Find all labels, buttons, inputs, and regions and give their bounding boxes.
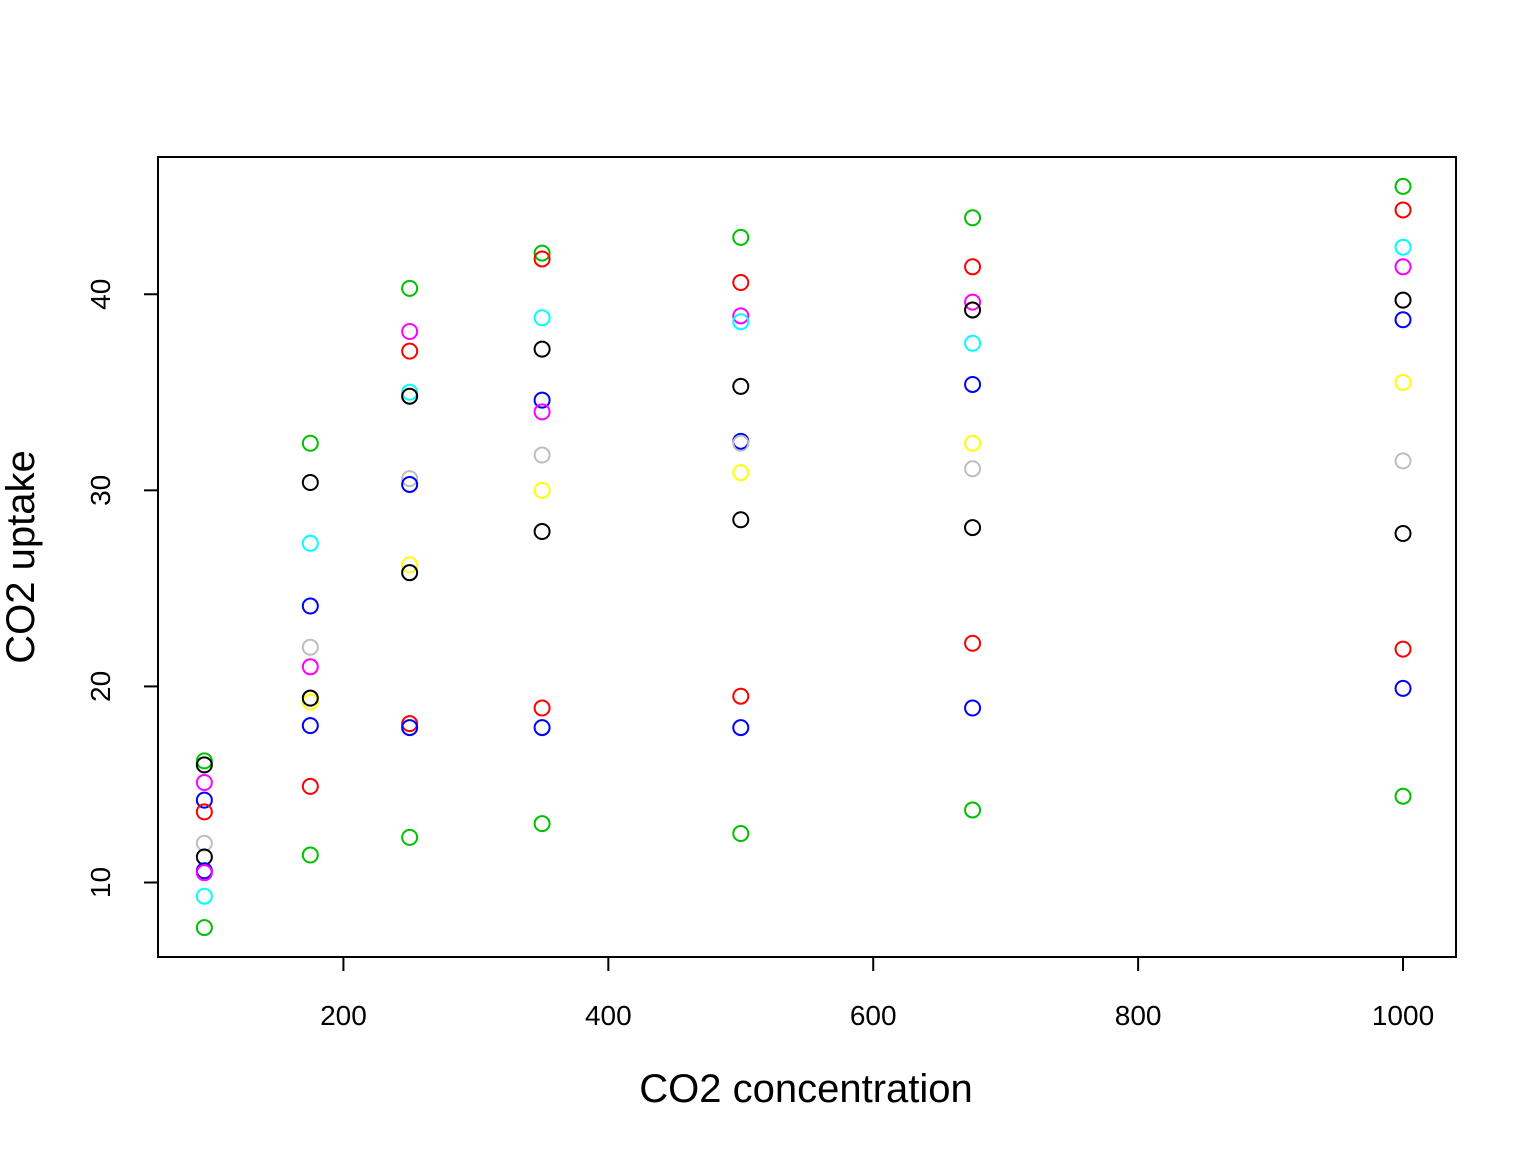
data-point	[301, 777, 319, 795]
data-point	[732, 434, 750, 452]
data-point	[195, 834, 213, 852]
data-point	[732, 824, 750, 842]
data-point	[401, 556, 419, 574]
data-point	[964, 460, 982, 478]
data-point	[301, 717, 319, 735]
data-point	[732, 313, 750, 331]
data-point	[401, 387, 419, 405]
data-point	[1394, 177, 1412, 195]
x-tick-label: 1000	[1372, 1000, 1434, 1031]
data-point	[964, 634, 982, 652]
data-point	[401, 564, 419, 582]
y-tick-label: 40	[85, 279, 116, 310]
x-tick-label: 200	[320, 1000, 367, 1031]
data-point	[195, 919, 213, 937]
data-point	[964, 375, 982, 393]
data-point	[1394, 787, 1412, 805]
data-point	[533, 446, 551, 464]
data-point	[964, 258, 982, 276]
data-point	[533, 815, 551, 833]
data-point	[533, 391, 551, 409]
data-point	[533, 523, 551, 541]
data-point	[533, 481, 551, 499]
y-axis-title: CO2 uptake	[0, 450, 43, 663]
data-point	[401, 475, 419, 493]
data-point	[533, 250, 551, 268]
data-point	[964, 301, 982, 319]
data-point	[301, 473, 319, 491]
y-tick-label: 30	[85, 475, 116, 506]
data-point	[301, 658, 319, 676]
data-point	[1394, 679, 1412, 697]
data-point	[301, 434, 319, 452]
data-point	[301, 534, 319, 552]
data-point	[533, 699, 551, 717]
data-point	[195, 791, 213, 809]
data-point	[732, 273, 750, 291]
y-tick-label: 20	[85, 671, 116, 702]
data-point	[732, 719, 750, 737]
data-point	[732, 687, 750, 705]
data-point	[401, 828, 419, 846]
data-point	[533, 719, 551, 737]
data-point	[1394, 238, 1412, 256]
data-point	[401, 342, 419, 360]
data-point	[195, 756, 213, 774]
data-point	[964, 699, 982, 717]
data-point	[732, 464, 750, 482]
data-point	[964, 334, 982, 352]
data-point	[195, 803, 213, 821]
data-point	[301, 846, 319, 864]
data-point	[964, 519, 982, 537]
data-point	[533, 340, 551, 358]
data-point	[195, 864, 213, 882]
x-axis: 200 400 600 800 1000	[320, 956, 1434, 1031]
data-point	[401, 279, 419, 297]
data-point	[1394, 311, 1412, 329]
data-point	[401, 470, 419, 488]
data-point	[1394, 258, 1412, 276]
data-point	[964, 434, 982, 452]
data-point	[732, 307, 750, 325]
x-axis-title: CO2 concentration	[639, 1067, 973, 1111]
data-point	[732, 377, 750, 395]
plot-frame	[157, 156, 1457, 958]
data-point	[732, 228, 750, 246]
data-point	[533, 244, 551, 262]
y-axis: 10 20 30 40	[85, 279, 159, 898]
data-point	[1394, 291, 1412, 309]
y-tick-label: 10	[85, 867, 116, 898]
data-point	[301, 597, 319, 615]
data-point	[964, 209, 982, 227]
x-tick-label: 400	[585, 1000, 632, 1031]
data-points	[195, 177, 1412, 937]
data-point	[1394, 524, 1412, 542]
data-point	[732, 511, 750, 529]
data-point	[533, 309, 551, 327]
data-point	[195, 773, 213, 791]
x-tick-label: 800	[1115, 1000, 1162, 1031]
data-point	[964, 801, 982, 819]
data-point	[1394, 201, 1412, 219]
data-point	[301, 638, 319, 656]
data-point	[533, 403, 551, 421]
x-tick-label: 600	[850, 1000, 897, 1031]
data-point	[401, 323, 419, 341]
data-point	[195, 887, 213, 905]
data-point	[1394, 640, 1412, 658]
data-point	[301, 689, 319, 707]
data-point	[1394, 373, 1412, 391]
data-point	[964, 293, 982, 311]
data-point	[401, 719, 419, 737]
data-point	[1394, 452, 1412, 470]
